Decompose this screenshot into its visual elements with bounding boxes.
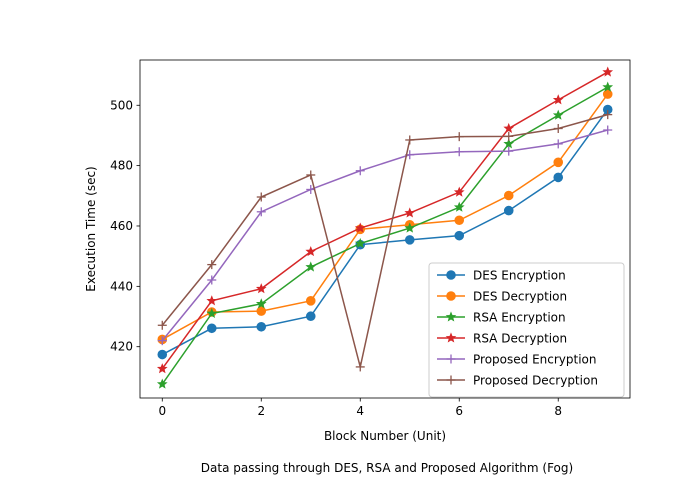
- data-point: [454, 230, 465, 241]
- data-point: [156, 363, 168, 374]
- data-point: [553, 139, 563, 149]
- legend-label: DES Encryption: [473, 269, 566, 283]
- legend-marker: [446, 270, 456, 280]
- data-point: [404, 207, 416, 218]
- series-line-rsa-decryption: [161, 71, 609, 370]
- x-axis-label: Block Number (Unit): [324, 429, 446, 443]
- legend-item-des-decryption: DES Decryption: [437, 290, 567, 304]
- data-point: [306, 170, 316, 180]
- legend: DES Encryption DES Decryption RSA Encrypti…: [428, 262, 625, 398]
- data-point: [503, 138, 515, 149]
- series-proposed-encryption: [157, 125, 613, 346]
- legend-label: RSA Encryption: [473, 311, 566, 325]
- data-point: [305, 296, 316, 306]
- data-point: [256, 306, 267, 316]
- data-point: [255, 283, 267, 294]
- data-point: [504, 131, 514, 141]
- data-point: [206, 323, 217, 334]
- data-point: [454, 147, 464, 157]
- data-point: [157, 349, 168, 360]
- x-tick-label: 8: [554, 404, 562, 418]
- data-point: [255, 298, 267, 309]
- legend-item-proposed-decryption: Proposed Decryption: [437, 374, 598, 388]
- x-tick-label: 0: [158, 404, 166, 418]
- data-point: [305, 261, 317, 272]
- data-point: [355, 362, 365, 372]
- data-point: [305, 246, 317, 257]
- series-line-des-encryption: [161, 109, 609, 356]
- data-point: [453, 186, 465, 197]
- data-point: [602, 81, 614, 92]
- legend-item-rsa-encryption: RSA Encryption: [437, 311, 566, 325]
- x-tick-label: 2: [257, 404, 265, 418]
- data-point: [504, 146, 514, 156]
- data-point: [354, 222, 366, 233]
- data-point: [503, 190, 514, 201]
- legend-item-proposed-encryption: Proposed Encryption: [437, 353, 597, 367]
- data-point: [207, 275, 217, 285]
- legend-label: DES Decryption: [473, 290, 567, 304]
- data-point: [206, 295, 218, 306]
- series-line-proposed-encryption: [161, 129, 608, 342]
- data-point: [454, 215, 465, 226]
- chart-marks: [156, 66, 614, 389]
- series-line-des-decryption: [161, 93, 609, 341]
- legend-item-rsa-decryption: RSA Decryption: [437, 332, 567, 346]
- legend-marker: [445, 332, 457, 343]
- data-point: [305, 311, 316, 322]
- data-point: [553, 124, 563, 134]
- data-point: [157, 320, 167, 330]
- data-point: [552, 109, 564, 120]
- data-point: [603, 110, 613, 120]
- data-point: [256, 321, 267, 332]
- data-point: [404, 235, 415, 245]
- y-tick-label: 460: [110, 219, 133, 233]
- legend-marker: [446, 375, 456, 385]
- legend-label: RSA Decryption: [473, 332, 567, 346]
- x-tick-label: 4: [356, 404, 364, 418]
- axes-frame: [139, 59, 631, 399]
- axes: 0 2 4 6 8 420 440 460 480 500: [110, 59, 631, 418]
- y-tick-label: 420: [110, 340, 133, 354]
- legend-marker: [446, 291, 456, 301]
- y-tick-label: 440: [110, 279, 133, 293]
- series-proposed-decryption: [157, 110, 613, 372]
- legend-label: Proposed Encryption: [473, 353, 597, 367]
- data-point: [404, 222, 416, 233]
- data-point: [157, 336, 167, 346]
- legend-item-des-encryption: DES Encryption: [437, 269, 566, 283]
- data-point: [207, 260, 217, 270]
- series-line-proposed-decryption: [161, 113, 608, 368]
- series-line-rsa-encryption: [161, 86, 609, 385]
- data-point: [503, 122, 515, 134]
- legend-marker: [446, 354, 456, 364]
- data-point: [354, 237, 366, 249]
- data-point: [453, 201, 465, 212]
- series-rsa-encryption: [156, 81, 614, 389]
- x-tick-label: 6: [455, 404, 463, 418]
- data-point: [503, 205, 514, 216]
- data-point: [553, 172, 564, 183]
- data-point: [256, 207, 266, 217]
- series-rsa-decryption: [156, 66, 614, 374]
- legend-box: [428, 262, 625, 398]
- data-point: [552, 94, 564, 105]
- data-point: [553, 157, 564, 168]
- legend-marker: [445, 311, 457, 322]
- y-axis-label: Execution Time (sec): [84, 166, 98, 291]
- data-point: [603, 125, 613, 135]
- y-tick-label: 480: [110, 159, 133, 173]
- data-point: [405, 135, 415, 145]
- data-point: [454, 132, 464, 142]
- data-point: [602, 66, 614, 77]
- legend-label: Proposed Decryption: [473, 374, 598, 388]
- data-point: [256, 192, 266, 202]
- chart-caption: Data passing through DES, RSA and Propos…: [201, 461, 573, 475]
- y-tick-label: 500: [110, 98, 133, 112]
- data-point: [206, 307, 218, 319]
- data-point: [355, 166, 365, 176]
- data-point: [602, 89, 613, 99]
- data-point: [156, 378, 168, 389]
